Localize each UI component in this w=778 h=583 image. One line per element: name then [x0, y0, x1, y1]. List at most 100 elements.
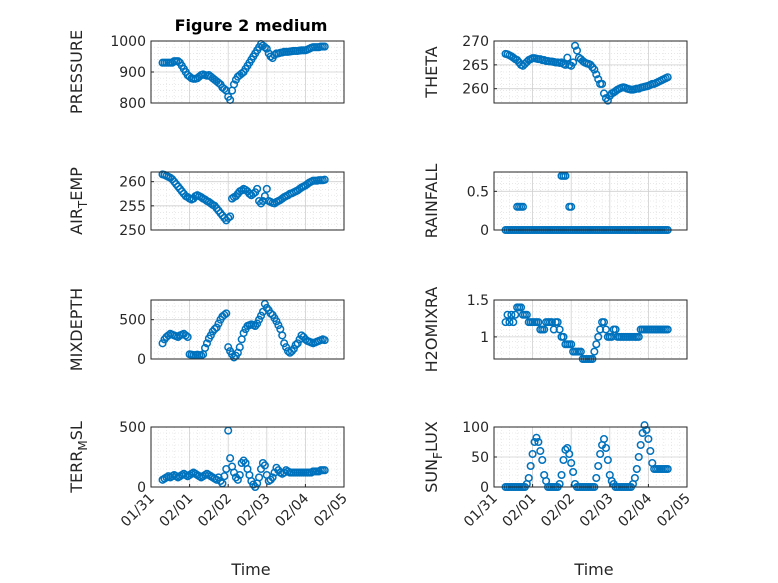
data-point	[183, 332, 192, 342]
data-point	[220, 85, 229, 94]
figure-title: Figure 2 medium	[175, 16, 328, 35]
data-point	[200, 343, 210, 353]
axes-box	[150, 171, 345, 231]
data-point	[320, 336, 329, 345]
y-tick-label: 260	[119, 175, 146, 191]
data-point	[567, 458, 576, 468]
x-tick-label: 02/02	[538, 491, 578, 531]
data-point	[576, 347, 585, 356]
data-point	[229, 353, 239, 362]
data-point	[253, 319, 262, 328]
x-tick-label: 02/03	[577, 491, 617, 531]
data-point	[511, 310, 520, 319]
data-point	[534, 437, 543, 447]
data-series	[501, 41, 672, 105]
y-axis-label: SUNFLUX	[422, 421, 445, 493]
data-point	[158, 339, 167, 348]
data-point	[526, 461, 535, 471]
subplot-pressure: 800 900 1000	[110, 34, 345, 112]
data-point	[571, 41, 580, 50]
y-axis-label: THETA	[422, 46, 441, 98]
data-point	[181, 331, 190, 340]
data-point	[214, 78, 223, 87]
y-tick-label: 0	[137, 480, 146, 496]
data-series	[158, 426, 329, 492]
data-point	[233, 475, 242, 484]
data-point	[611, 325, 620, 334]
data-point	[557, 470, 566, 480]
data-point	[528, 449, 537, 459]
data-point	[598, 79, 607, 88]
data-point	[596, 325, 605, 334]
data-point	[601, 325, 610, 334]
data-point	[599, 434, 609, 444]
data-point	[572, 46, 582, 55]
data-point	[555, 325, 564, 334]
data-point	[320, 466, 329, 475]
data-point	[256, 311, 266, 320]
subplot-air-temp: 250 255 260	[119, 170, 345, 239]
data-point	[567, 202, 576, 211]
x-tick-label: 01/31	[118, 491, 158, 531]
data-point	[268, 473, 277, 482]
data-point	[599, 318, 609, 327]
data-point	[260, 192, 269, 201]
data-point	[632, 464, 641, 474]
data-point	[235, 470, 244, 480]
data-point	[594, 461, 603, 471]
data-point	[503, 310, 512, 319]
data-point	[646, 446, 655, 456]
data-point	[226, 454, 235, 463]
data-point	[549, 325, 558, 334]
y-tick-label: 0	[137, 352, 146, 368]
data-point	[224, 343, 233, 352]
data-point	[663, 464, 672, 474]
data-point	[536, 446, 545, 456]
y-tick-label: 500	[119, 420, 146, 436]
data-series	[158, 170, 329, 225]
data-point	[249, 189, 258, 198]
data-point	[173, 57, 183, 66]
data-point	[592, 473, 601, 483]
data-point	[547, 318, 556, 327]
data-point	[262, 184, 271, 193]
subplot-h2omixra: 11.5	[467, 293, 688, 364]
data-point	[594, 75, 603, 84]
data-point	[553, 318, 562, 327]
x-tick-label: 02/01	[500, 491, 540, 531]
y-tick-label: 500	[119, 313, 146, 329]
data-point	[253, 184, 262, 193]
data-point	[260, 461, 269, 470]
y-tick-label: 800	[119, 96, 146, 112]
data-point	[260, 43, 269, 52]
data-point	[601, 443, 610, 453]
y-tick-label: 270	[462, 34, 489, 50]
y-axis-label: TERRMSL	[67, 421, 90, 494]
x-tick-label: 02/05	[311, 491, 351, 531]
data-point	[590, 347, 599, 356]
data-point	[220, 310, 229, 319]
y-tick-label: 265	[462, 58, 489, 74]
data-series	[158, 40, 329, 104]
data-point	[644, 434, 653, 444]
data-point	[640, 421, 649, 430]
data-point	[501, 318, 510, 327]
data-point	[289, 344, 298, 353]
axes-box	[150, 426, 345, 488]
data-point	[280, 339, 289, 348]
data-point	[222, 309, 231, 318]
data-point	[559, 455, 568, 465]
x-tick-label: 02/03	[234, 491, 274, 531]
subplot-mixdepth: 0 500	[119, 299, 345, 368]
x-axis-label-left: Time	[230, 560, 270, 579]
data-point	[603, 96, 612, 105]
axes-box	[493, 171, 688, 231]
data-point	[293, 339, 302, 348]
data-point	[590, 65, 599, 74]
data-point	[592, 340, 601, 349]
data-point	[509, 318, 518, 327]
y-tick-label: 50	[471, 450, 489, 466]
y-axis-label: H2OMIXRA	[422, 287, 441, 373]
data-point	[522, 310, 531, 319]
